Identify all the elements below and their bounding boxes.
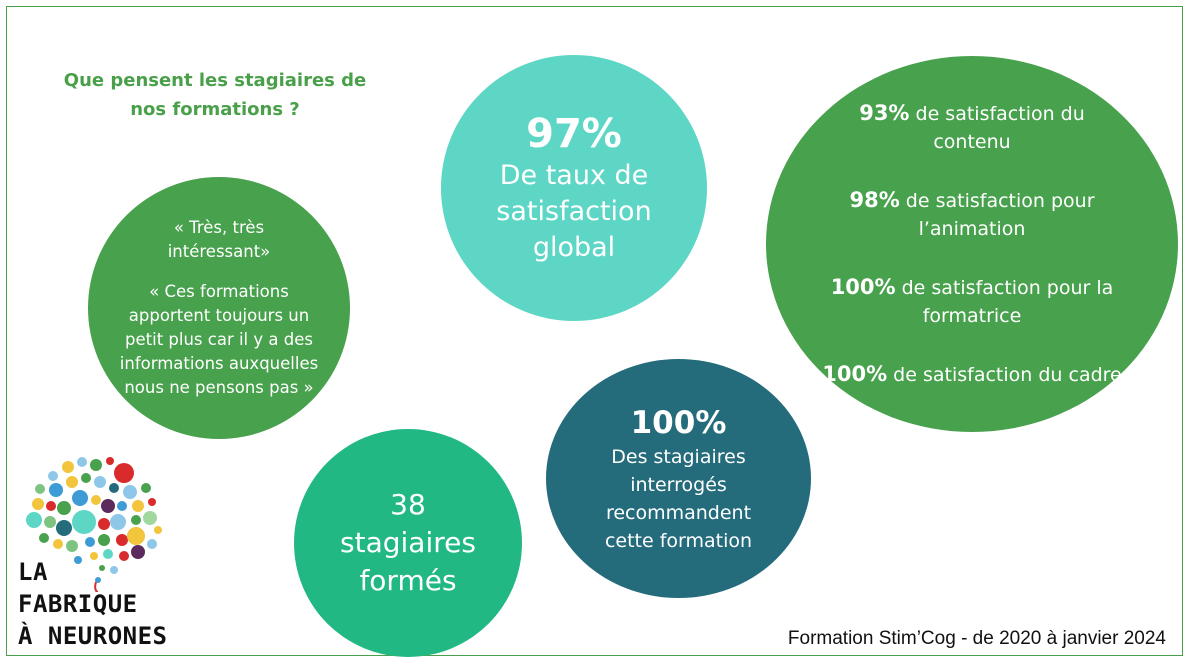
- trainees-count-bubble: 38 stagiaires formés: [294, 429, 522, 657]
- page-title: Que pensent les stagiaires de nos format…: [40, 66, 390, 124]
- recommendation-value: 100%: [630, 404, 727, 441]
- detail-satisfaction-bubble: 93% de satisfaction du contenu 98% de sa…: [766, 56, 1178, 432]
- logo-line-1: LA: [18, 558, 48, 586]
- detail-text: de satisfaction pour la formatrice: [895, 277, 1114, 327]
- detail-item-setting: 100% de satisfaction du cadre: [822, 360, 1121, 389]
- detail-pct: 100%: [830, 275, 896, 299]
- logo-line-2: FABRIQUE: [18, 590, 138, 618]
- logo-line-3: À NEURONES: [18, 622, 168, 650]
- detail-item-content: 93% de satisfaction du contenu: [822, 99, 1122, 156]
- detail-item-trainer: 100% de satisfaction pour la formatrice: [822, 273, 1122, 330]
- detail-pct: 93%: [859, 101, 910, 125]
- brand-logo: LA FABRIQUE À NEURONES: [18, 556, 178, 652]
- quote-2: « Ces formations apportent toujours un p…: [119, 282, 319, 397]
- global-label-line-1: De taux de: [499, 160, 649, 191]
- title-line-1: Que pensent les stagiaires de: [63, 70, 367, 91]
- recommendation-bubble: 100% Des stagiaires interrogés recommand…: [546, 359, 811, 598]
- global-label-line-2: satisfaction: [496, 196, 652, 227]
- reco-label-line-2: interrogés: [630, 473, 727, 496]
- page-frame: [6, 6, 1183, 656]
- detail-item-animation: 98% de satisfaction pour l’animation: [822, 186, 1122, 243]
- detail-text: de satisfaction pour l’animation: [899, 190, 1095, 240]
- global-label-line-3: global: [532, 232, 616, 263]
- detail-text: de satisfaction du contenu: [909, 103, 1085, 153]
- trainees-label-line-2: formés: [359, 564, 457, 597]
- global-satisfaction-value: 97%: [526, 111, 622, 157]
- reco-label-line-4: cette formation: [604, 529, 753, 552]
- testimonial-bubble: « Très, très intéressant» « Ces formatio…: [88, 177, 350, 439]
- trainees-label-line-1: stagiaires: [340, 526, 476, 559]
- quote-1-line-1: « Très, très: [173, 218, 265, 237]
- footer-caption: Formation Stim’Cog - de 2020 à janvier 2…: [787, 628, 1166, 649]
- quote-1-line-2: intéressant»: [167, 242, 271, 261]
- detail-pct: 100%: [822, 362, 888, 386]
- detail-pct: 98%: [849, 188, 900, 212]
- reco-label-line-3: recommandent: [605, 501, 752, 524]
- trainees-count-value: 38: [390, 488, 426, 521]
- detail-text: de satisfaction du cadre: [887, 364, 1122, 386]
- global-satisfaction-bubble: 97% De taux de satisfaction global: [441, 55, 707, 321]
- reco-label-line-1: Des stagiaires: [611, 445, 746, 468]
- neuron-tree-logo-icon: [26, 457, 162, 592]
- title-line-2: nos formations ?: [130, 99, 300, 120]
